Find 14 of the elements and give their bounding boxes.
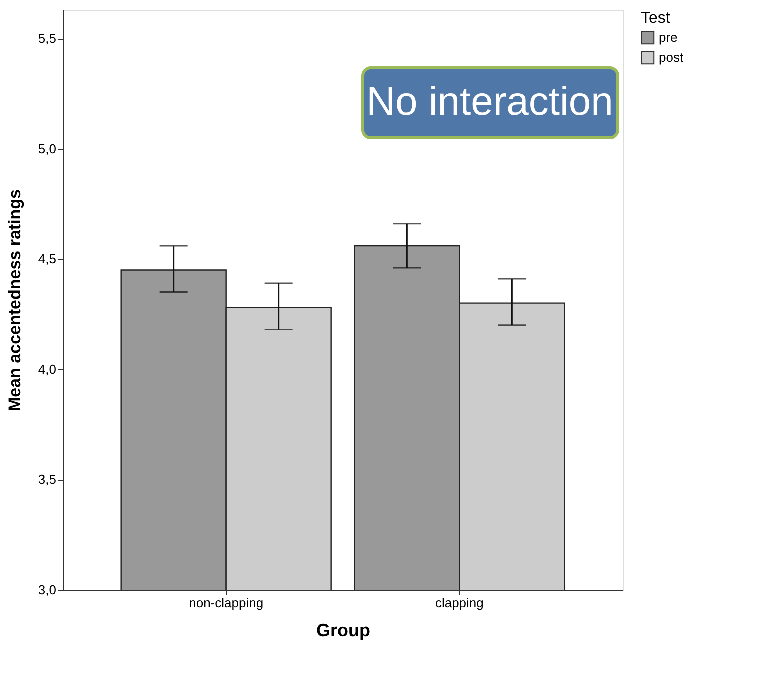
y-tick-label: 4,5: [38, 252, 56, 267]
y-tick-label: 5,5: [38, 31, 56, 46]
y-tick-label: 4,0: [38, 362, 56, 377]
y-tick-label: 3,0: [38, 582, 56, 598]
y-axis-title: Mean accentedness ratings: [5, 189, 24, 412]
annotation: No interaction: [366, 80, 614, 124]
x-axis-title: Group: [316, 620, 370, 640]
y-tick-label: 5,0: [38, 141, 56, 156]
legend-title: Test: [641, 10, 671, 27]
x-tick-label: clapping: [435, 596, 484, 610]
legend-label: post: [659, 50, 684, 65]
legend-label: pre: [659, 30, 678, 45]
x-tick-label: non-clapping: [189, 596, 264, 610]
y-tick-label: 3,5: [38, 472, 56, 488]
